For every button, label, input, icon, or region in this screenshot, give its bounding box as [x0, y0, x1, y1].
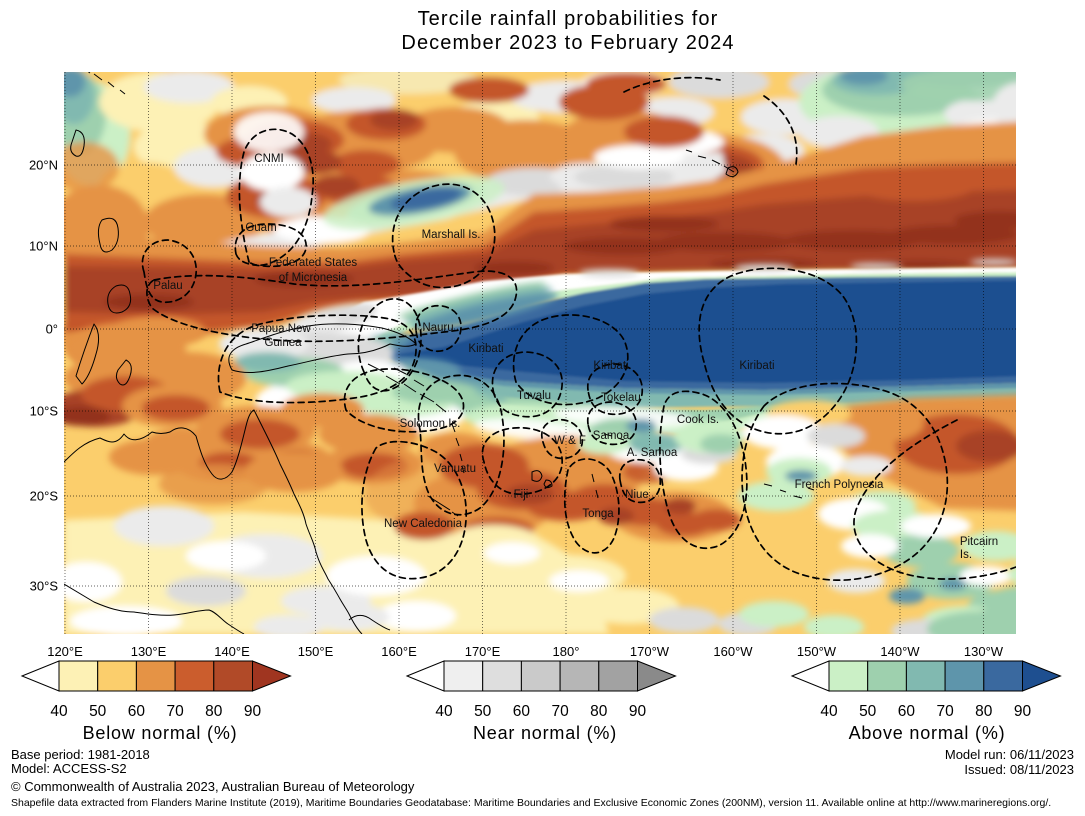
svg-text:Kiribati: Kiribati [593, 360, 628, 372]
svg-text:70: 70 [551, 703, 569, 720]
svg-text:120°E: 120°E [47, 644, 83, 659]
svg-text:90: 90 [1014, 703, 1032, 720]
svg-text:150°W: 150°W [797, 644, 837, 659]
svg-text:Niue: Niue [625, 489, 649, 501]
svg-text:90: 90 [629, 703, 647, 720]
svg-text:70: 70 [936, 703, 954, 720]
svg-text:140°E: 140°E [214, 644, 250, 659]
svg-text:Base period: 1981-2018: Base period: 1981-2018 [11, 747, 150, 762]
svg-text:20°S: 20°S [30, 489, 59, 504]
svg-text:0°: 0° [46, 322, 58, 337]
svg-text:80: 80 [205, 703, 223, 720]
svg-text:Samoa: Samoa [593, 430, 630, 442]
svg-text:40: 40 [435, 703, 453, 720]
svg-text:40: 40 [50, 703, 68, 720]
svg-text:Solomon Is.: Solomon Is. [400, 418, 461, 430]
svg-text:Tonga: Tonga [582, 508, 614, 520]
svg-text:Federated States: Federated States [269, 257, 357, 269]
svg-text:Fiji: Fiji [514, 489, 529, 501]
svg-text:10°N: 10°N [29, 239, 58, 254]
svg-text:© Commonwealth of Australia 20: © Commonwealth of Australia 2023, Austra… [11, 779, 415, 794]
svg-text:50: 50 [474, 703, 492, 720]
svg-text:10°S: 10°S [30, 404, 59, 419]
svg-text:Nauru: Nauru [422, 322, 453, 334]
svg-text:150°E: 150°E [298, 644, 334, 659]
svg-text:160°E: 160°E [381, 644, 417, 659]
svg-text:60: 60 [898, 703, 916, 720]
svg-text:90: 90 [244, 703, 262, 720]
svg-text:180°: 180° [553, 644, 580, 659]
svg-text:60: 60 [513, 703, 531, 720]
svg-text:CNMI: CNMI [254, 153, 283, 165]
svg-text:December 2023 to February 2024: December 2023 to February 2024 [401, 32, 734, 54]
svg-text:of Micronesia: of Micronesia [279, 272, 348, 284]
svg-text:Model run: 06/11/2023: Model run: 06/11/2023 [945, 747, 1074, 762]
svg-text:Pitcairn: Pitcairn [960, 536, 998, 548]
svg-text:Model: ACCESS-S2: Model: ACCESS-S2 [11, 761, 127, 776]
svg-text:170°W: 170°W [630, 644, 670, 659]
svg-text:70: 70 [166, 703, 184, 720]
svg-text:130°E: 130°E [131, 644, 167, 659]
svg-text:Tuvalu: Tuvalu [517, 390, 551, 402]
svg-text:New Caledonia: New Caledonia [384, 518, 463, 530]
svg-text:20°N: 20°N [29, 158, 58, 173]
svg-text:60: 60 [128, 703, 146, 720]
svg-text:130°W: 130°W [964, 644, 1004, 659]
svg-text:Marshall Is.: Marshall Is. [422, 229, 481, 241]
svg-text:Palau: Palau [153, 280, 182, 292]
svg-text:Kiribati: Kiribati [739, 360, 774, 372]
svg-text:Issued: 08/11/2023: Issued: 08/11/2023 [964, 762, 1074, 777]
svg-text:Above normal (%): Above normal (%) [849, 723, 1006, 743]
svg-text:160°W: 160°W [713, 644, 753, 659]
svg-text:Vanuatu: Vanuatu [434, 463, 476, 475]
svg-text:Below normal (%): Below normal (%) [83, 723, 238, 743]
svg-text:Guam: Guam [245, 222, 276, 234]
svg-text:Tokelau: Tokelau [601, 392, 641, 404]
svg-text:30°S: 30°S [30, 579, 59, 594]
svg-text:Shapefile data extracted from: Shapefile data extracted from Flanders M… [11, 797, 1051, 809]
svg-text:50: 50 [89, 703, 107, 720]
svg-text:40: 40 [820, 703, 838, 720]
svg-text:A. Samoa: A. Samoa [627, 447, 678, 459]
svg-text:140°W: 140°W [880, 644, 920, 659]
svg-text:Near normal (%): Near normal (%) [473, 723, 617, 743]
svg-text:Guinea: Guinea [264, 337, 302, 349]
svg-text:Cook Is.: Cook Is. [677, 414, 719, 426]
svg-text:80: 80 [590, 703, 608, 720]
svg-text:Tercile rainfall probabilities: Tercile rainfall probabilities for [418, 8, 719, 30]
svg-text:W & F: W & F [554, 435, 586, 447]
svg-text:80: 80 [975, 703, 993, 720]
svg-text:50: 50 [859, 703, 877, 720]
svg-text:170°E: 170°E [465, 644, 501, 659]
svg-text:Papua New: Papua New [251, 323, 311, 335]
svg-text:French Polynesia: French Polynesia [795, 479, 884, 491]
svg-text:Is.: Is. [960, 549, 972, 561]
svg-text:Kiribati: Kiribati [468, 343, 503, 355]
